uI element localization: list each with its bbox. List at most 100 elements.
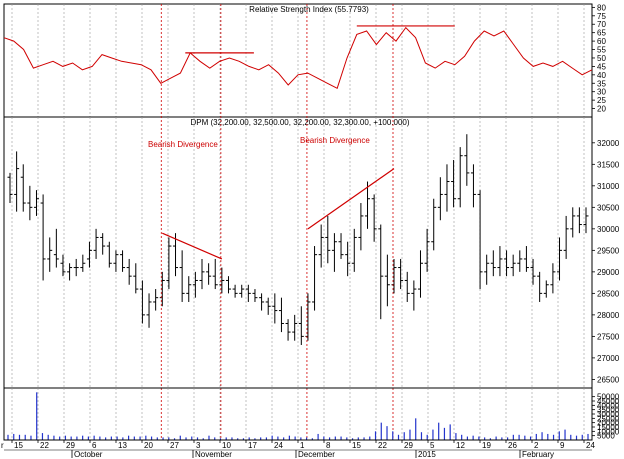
ohlc-bar: [146, 293, 152, 328]
ohlc-bar: [318, 224, 324, 268]
ohlc-bar: [345, 241, 351, 277]
price-y-tick-label: 30000: [597, 225, 620, 234]
ohlc-bar: [517, 250, 523, 272]
x-tick-label: 9: [560, 441, 565, 450]
ohlc-bar: [80, 254, 86, 272]
ohlc-bar: [199, 258, 205, 290]
ohlc-bar: [437, 177, 443, 221]
ohlc-bar: [86, 241, 92, 268]
ohlc-bar: [53, 228, 59, 268]
rsi-y-tick-label: 20: [597, 105, 606, 114]
ohlc-bar: [543, 280, 549, 298]
rsi-y-tick-label: 75: [597, 12, 606, 21]
ohlc-bar: [351, 228, 357, 272]
ohlc-bar: [133, 263, 139, 294]
divergence-label: Bearish Divergence: [300, 136, 370, 145]
rsi-y-tick-label: 80: [597, 3, 606, 12]
volume-y-tick-label: 45000: [597, 397, 620, 406]
ohlc-bar: [576, 207, 582, 234]
ohlc-bar: [166, 237, 172, 290]
volume-y-tick-label: 35000: [597, 406, 620, 415]
price-title: DPM (32,200.00, 32,500.00, 32,200.00, 32…: [190, 118, 409, 127]
month-label: February: [522, 450, 554, 459]
ohlc-bar: [285, 319, 291, 341]
ohlc-bar: [490, 250, 496, 277]
price-y-tick-label: 31500: [597, 160, 620, 169]
month-label: December: [298, 450, 335, 459]
ohlc-bar: [259, 293, 265, 311]
ohlc-bar: [583, 207, 589, 234]
price-y-tick-label: 29500: [597, 246, 620, 255]
month-label: October: [74, 450, 103, 459]
volume-y-tick-label: 40000: [597, 401, 620, 410]
price-y-tick-label: 29000: [597, 268, 620, 277]
x-tick-label: 1: [300, 441, 305, 450]
ohlc-bar: [179, 250, 185, 302]
price-panel: DPM (32,200.00, 32,500.00, 32,200.00, 32…: [3, 4, 620, 440]
ohlc-bar: [47, 237, 53, 272]
price-y-tick-label: 32000: [597, 139, 620, 148]
ohlc-bar: [431, 198, 437, 251]
month-label: 2015: [418, 450, 436, 459]
ohlc-bar: [93, 228, 99, 259]
rsi-y-tick-label: 25: [597, 96, 606, 105]
volume-y-tick-label: 10000: [597, 427, 620, 436]
x-axis-edge-label: r: [1, 441, 4, 450]
month-label: November: [195, 450, 232, 459]
ohlc-bar: [173, 233, 179, 277]
ohlc-bar: [510, 254, 516, 277]
ohlc-bar: [557, 237, 563, 281]
x-tick-label: 27: [170, 441, 179, 450]
ohlc-bar: [33, 190, 39, 216]
x-tick-label: 26: [508, 441, 517, 450]
volume-y-tick-label: 20000: [597, 419, 620, 428]
price-y-tick-label: 31000: [597, 182, 620, 191]
ohlc-bar: [239, 284, 245, 298]
x-tick-label: 15: [352, 441, 361, 450]
divergence-line: [307, 168, 395, 230]
x-tick-label: 15: [14, 441, 23, 450]
rsi-title: Relative Strength Index (55.7793): [249, 5, 369, 14]
ohlc-bar: [245, 284, 251, 302]
x-tick-label: 19: [482, 441, 491, 450]
ohlc-bar: [331, 233, 337, 272]
ohlc-bar: [7, 172, 13, 204]
ohlc-bar: [325, 215, 331, 264]
ohlc-bar: [404, 271, 410, 302]
ohlc-bar: [338, 233, 344, 259]
ohlc-bar: [126, 258, 132, 285]
volume-y-tick-label: 50000: [597, 393, 620, 402]
divergence-line: [162, 232, 223, 260]
ohlc-bar: [27, 185, 33, 221]
rsi-y-tick-label: 45: [597, 62, 606, 71]
ohlc-bar: [537, 271, 543, 302]
ohlc-bar: [424, 228, 430, 272]
ohlc-bar: [186, 276, 192, 302]
ohlc-bar: [312, 246, 318, 311]
x-tick-label: 24: [586, 441, 595, 450]
ohlc-bar: [232, 284, 238, 298]
price-y-tick-label: 30500: [597, 203, 620, 212]
ohlc-bar: [139, 280, 145, 324]
rsi-y-tick-label: 35: [597, 79, 606, 88]
ohlc-bar: [265, 297, 271, 315]
ohlc-bar: [278, 297, 284, 333]
ohlc-bar: [272, 293, 278, 324]
ohlc-bar: [384, 254, 390, 307]
price-y-tick-label: 26500: [597, 375, 620, 384]
ohlc-bar: [504, 250, 510, 277]
ohlc-bar: [73, 258, 79, 277]
ohlc-bar: [523, 246, 529, 272]
ohlc-bar: [40, 194, 46, 281]
price-y-tick-label: 27500: [597, 332, 620, 341]
ohlc-bar: [530, 258, 536, 285]
x-tick-label: 3: [196, 441, 201, 450]
ohlc-bar: [252, 289, 258, 302]
x-tick-label: 5: [430, 441, 435, 450]
ohlc-bar: [464, 134, 470, 186]
volume-y-tick-label: 30000: [597, 410, 620, 419]
x-axis: r 15 22 29 6 13 20 27 3 10 17 24 1 8 15 22 29 5 12 19 26 2 9 24…: [1, 439, 595, 459]
x-tick-label: 29: [404, 441, 413, 450]
ohlc-bar: [113, 250, 119, 272]
